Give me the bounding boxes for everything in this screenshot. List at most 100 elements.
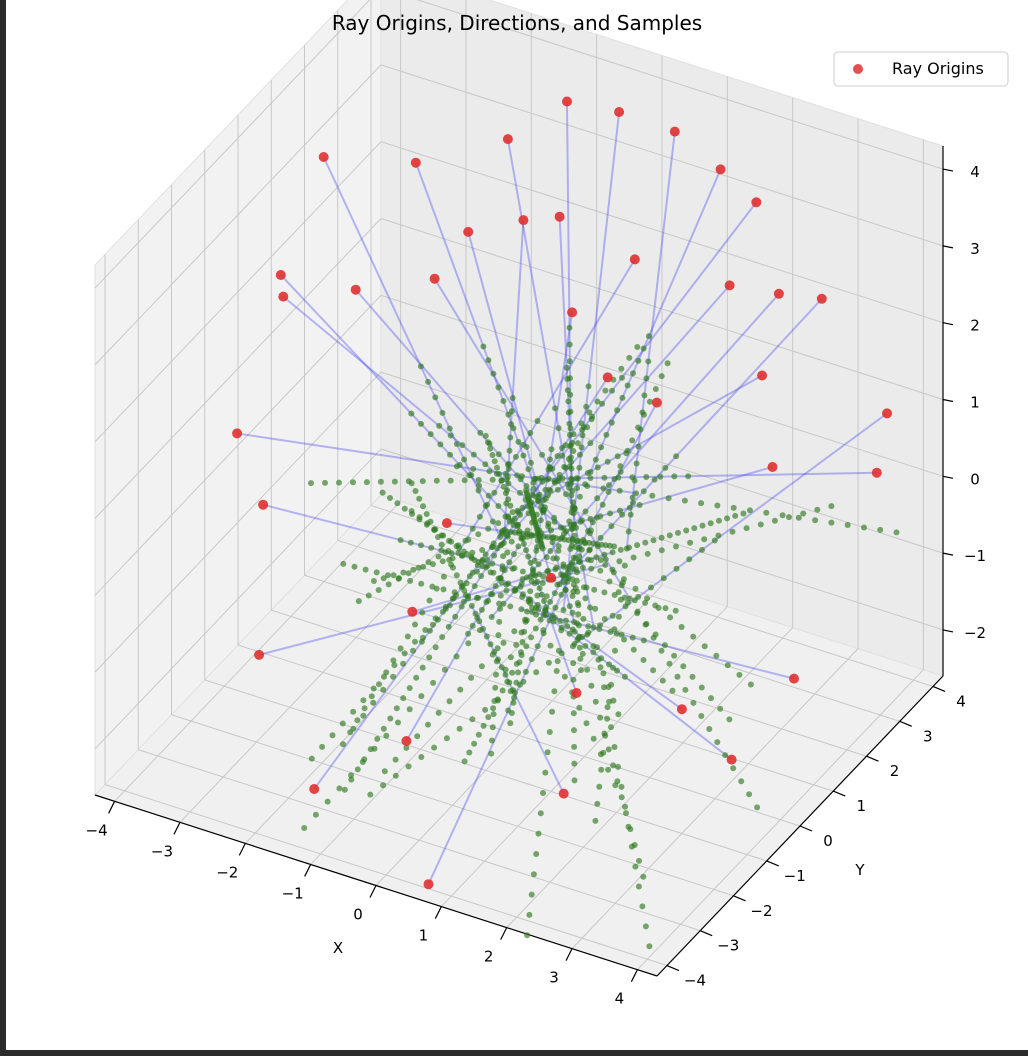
sample-point (324, 798, 331, 805)
sample-point (476, 513, 483, 520)
y-tick (799, 825, 813, 832)
sample-point (606, 661, 613, 668)
sample-point (601, 616, 608, 622)
sample-point (537, 616, 544, 623)
grid-line-z-left (94, 0, 371, 289)
sample-point (543, 593, 550, 600)
sample-point (691, 525, 698, 532)
sample-point (548, 527, 555, 534)
sample-point (511, 587, 518, 594)
sample-point (632, 585, 639, 592)
sample-point (621, 636, 628, 643)
sample-point (487, 569, 494, 576)
sample-point (675, 529, 681, 536)
sample-point (511, 694, 518, 701)
sample-point (629, 474, 636, 481)
sample-point (403, 744, 410, 751)
sample-point (566, 341, 573, 348)
sample-point (601, 551, 608, 558)
sample-point (513, 679, 520, 686)
sample-point (701, 643, 708, 650)
ray-origin-point (401, 736, 412, 746)
sample-point (570, 581, 577, 588)
sample-point (504, 533, 511, 540)
sample-point (484, 501, 491, 508)
sample-point (480, 625, 486, 632)
sample-point (625, 528, 632, 535)
sample-point (555, 547, 562, 554)
sample-point (439, 558, 446, 565)
sample-point (592, 698, 599, 705)
sample-point (461, 758, 468, 765)
ray-origin-point (816, 293, 827, 304)
sample-point (594, 644, 600, 651)
sample-point (515, 521, 522, 528)
sample-point (498, 664, 505, 671)
sample-point (523, 483, 530, 489)
y-tick-label: 2 (890, 762, 900, 780)
sample-point (666, 660, 673, 667)
sample-point (549, 539, 556, 546)
grid-line-z-back (416, 0, 944, 170)
sample-point (614, 778, 621, 785)
sample-point (687, 539, 694, 546)
sample-point (525, 598, 532, 605)
sample-point (527, 430, 534, 436)
sample-point (350, 708, 357, 715)
ray-origin-point (502, 134, 513, 145)
sample-point (453, 572, 460, 579)
sample-point (543, 476, 550, 483)
sample-point (570, 710, 577, 717)
grid-line-z-left (94, 294, 382, 596)
sample-point (635, 443, 642, 450)
sample-point (644, 595, 650, 602)
ray-origin-point (629, 254, 640, 265)
sample-point (489, 518, 496, 525)
sample-point (618, 631, 625, 638)
x-tick (434, 906, 442, 919)
sample-point (351, 563, 358, 570)
ray-sample-points (301, 324, 900, 950)
sample-point (500, 639, 507, 646)
ray-origin-point (318, 152, 329, 162)
z-tick (942, 552, 954, 556)
sample-point (587, 516, 594, 522)
sample-point (577, 655, 584, 662)
sample-point (363, 479, 370, 486)
sample-point (429, 621, 436, 628)
sample-point (347, 729, 354, 736)
sample-point (540, 630, 547, 637)
sample-point (348, 772, 355, 779)
sample-point (566, 630, 573, 637)
sample-point (533, 851, 540, 857)
sample-point (722, 752, 729, 759)
sample-point (642, 539, 649, 546)
ray-origin-point (258, 499, 269, 510)
sample-point (500, 398, 507, 404)
sample-point (491, 698, 498, 704)
sample-point (604, 715, 611, 722)
sample-point (642, 923, 649, 930)
sample-point (461, 456, 468, 463)
sample-point (602, 387, 609, 394)
sample-point (419, 664, 426, 671)
sample-point (370, 578, 377, 584)
sample-point (518, 649, 524, 656)
grid-line-z-back (380, 218, 944, 400)
sample-point (422, 627, 429, 633)
sample-point (504, 549, 511, 556)
sample-point (713, 652, 720, 659)
sample-point (602, 556, 609, 563)
sample-point (786, 514, 792, 521)
sample-point (547, 642, 554, 649)
sample-point (449, 555, 456, 562)
sample-point (301, 825, 308, 831)
sample-point (339, 720, 346, 727)
sample-point (541, 598, 547, 604)
grid-line-z-back (380, 141, 944, 324)
y-tick (733, 895, 746, 902)
sample-point (497, 605, 503, 612)
sample-point (563, 491, 569, 498)
sample-point (643, 375, 650, 382)
ray-origin-point (232, 428, 243, 439)
